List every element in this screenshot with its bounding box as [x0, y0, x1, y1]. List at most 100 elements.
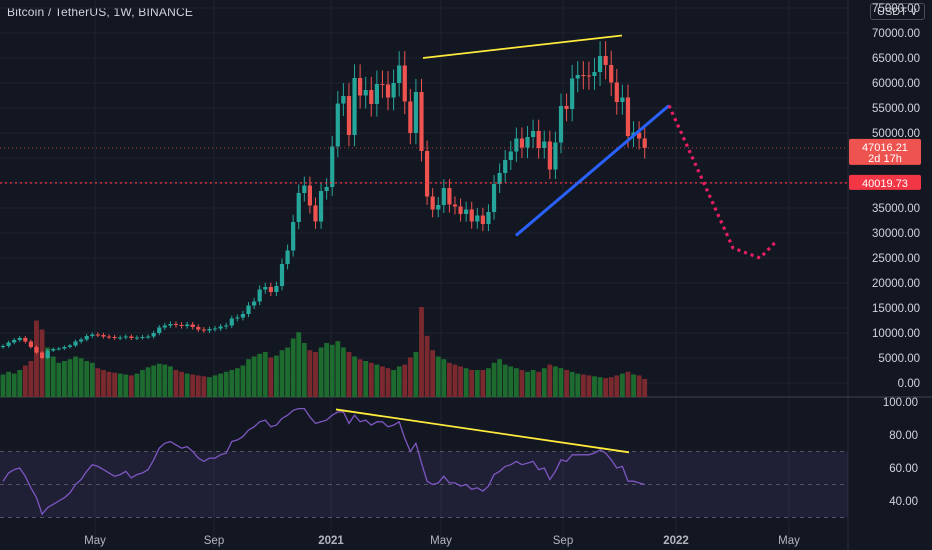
volume-bar: [274, 355, 279, 397]
candle-body: [413, 92, 419, 133]
time-tick-label: 2022: [663, 535, 689, 547]
currency-selector[interactable]: USDT ∨: [870, 3, 925, 20]
volume-bar: [0, 374, 6, 397]
time-tick-label: May: [430, 535, 452, 547]
rsi-tick-label: 60.00: [889, 463, 918, 475]
volume-bar: [441, 359, 447, 397]
volume-bar: [631, 374, 636, 397]
candle-body: [592, 72, 597, 76]
volume-bar: [458, 366, 463, 397]
volume-bar: [564, 370, 569, 397]
volume-bar: [469, 370, 475, 397]
candle-body: [369, 90, 374, 104]
volume-bar: [619, 373, 625, 397]
candle-body: [307, 185, 312, 206]
volume-bar: [407, 357, 413, 397]
volume-bar: [218, 373, 224, 397]
price-tick-label: 50000.00: [872, 128, 920, 140]
candle-body: [123, 336, 128, 338]
volume-bar: [463, 368, 469, 397]
candle-body: [352, 78, 357, 135]
volume-bar: [474, 370, 480, 397]
candle-body: [341, 96, 346, 104]
candle-body: [252, 301, 257, 306]
candle-body: [34, 347, 39, 353]
volume-bar: [22, 365, 28, 397]
candle-body: [84, 336, 89, 340]
candle-body: [173, 324, 179, 325]
candle-body: [564, 106, 569, 109]
horizontal-level-tag: [849, 174, 921, 190]
candle-body: [218, 326, 223, 329]
volume-bar: [240, 365, 246, 397]
volume-bar: [229, 370, 235, 397]
volume-bar: [279, 350, 285, 397]
candle-body: [402, 65, 407, 102]
volume-bar: [497, 359, 503, 397]
volume-bar: [162, 364, 168, 397]
volume-bar: [502, 364, 508, 397]
volume-bar: [525, 371, 530, 397]
candle-body: [436, 205, 441, 210]
candle-body: [129, 336, 134, 338]
candle-body: [134, 337, 140, 339]
volume-bar: [491, 362, 497, 397]
candle-body: [318, 191, 324, 222]
price-tick-label: 65000.00: [872, 53, 920, 65]
candle-body: [246, 305, 251, 314]
candle-body: [570, 78, 575, 109]
candle-body: [274, 286, 279, 292]
candle-body: [23, 338, 28, 342]
time-tick-label: Sep: [204, 535, 224, 547]
price-tick-label: 55000.00: [872, 103, 920, 115]
price-tick-label: 25000.00: [872, 253, 920, 265]
volume-bar: [101, 370, 106, 397]
volume-bar: [34, 320, 39, 397]
bar-countdown: 2d 17h: [868, 153, 902, 165]
volume-bar: [329, 344, 335, 397]
candle-body: [374, 84, 379, 104]
volume-bar: [536, 371, 542, 397]
volume-bar: [569, 371, 575, 397]
candle-body: [586, 75, 591, 77]
candle-body: [508, 151, 513, 160]
candle-body: [268, 287, 273, 292]
volume-bar: [257, 353, 263, 397]
price-tick-label: 20000.00: [872, 278, 920, 290]
volume-bar: [380, 366, 385, 397]
candle-body: [291, 222, 296, 251]
volume-bar: [541, 368, 547, 397]
candle-body: [452, 204, 458, 207]
candle-body: [531, 131, 536, 137]
volume-bar: [184, 373, 190, 397]
volume-bar: [530, 370, 536, 397]
last-price-value: 47016.21: [862, 142, 908, 154]
candle-body: [67, 345, 73, 347]
candle-body: [575, 75, 580, 79]
volume-bar: [447, 362, 452, 397]
volume-bar: [402, 364, 408, 397]
candle-body: [525, 137, 530, 148]
candle-body: [0, 346, 6, 348]
candle-body: [363, 90, 368, 96]
candle-body: [464, 209, 469, 214]
candle-body: [637, 132, 642, 139]
volume-bar: [558, 368, 564, 397]
candle-body: [430, 196, 435, 210]
candle-body: [542, 141, 547, 148]
volume-bar: [168, 366, 173, 397]
price-tick-label: 15000.00: [872, 303, 920, 315]
rsi-pane: [0, 407, 848, 518]
candle-body: [419, 92, 424, 151]
volume-bar: [223, 371, 229, 397]
candle-body: [296, 193, 301, 222]
volume-bar: [363, 361, 369, 397]
candle-body: [313, 205, 318, 222]
volume-bar: [123, 374, 129, 397]
candle-body: [625, 97, 631, 136]
volume-bar: [296, 332, 302, 397]
candle-body: [514, 138, 519, 152]
volume-bar: [513, 368, 519, 397]
candle-body: [397, 65, 402, 83]
